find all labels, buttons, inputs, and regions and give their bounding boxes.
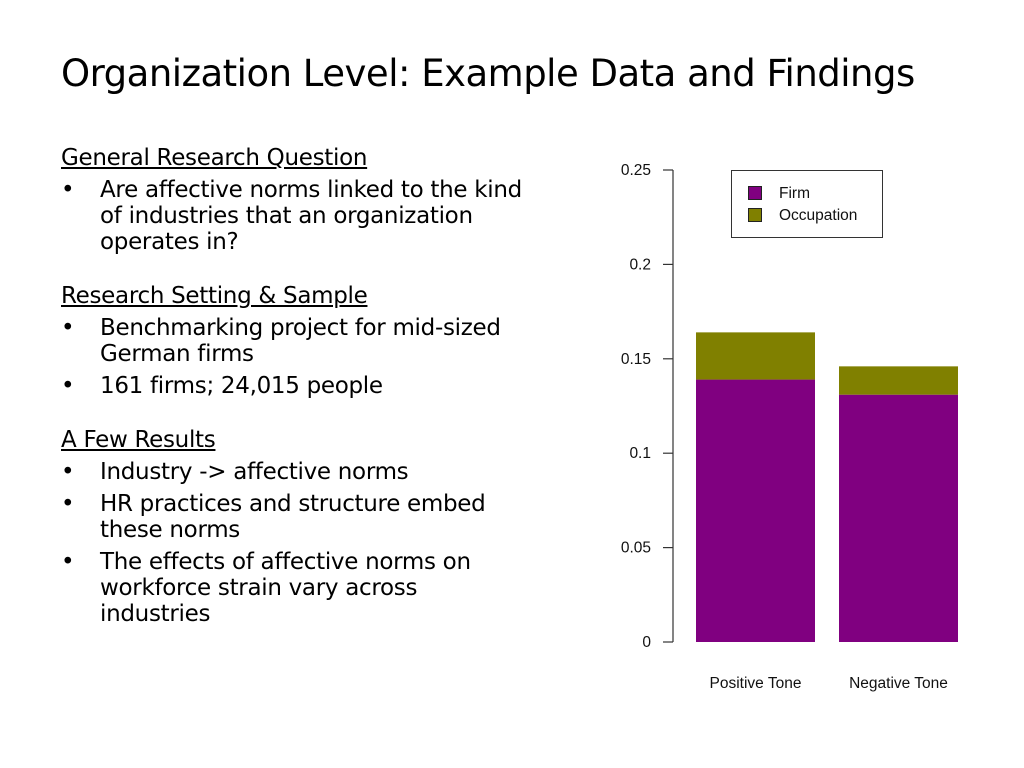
bar-segment-firm xyxy=(696,379,815,642)
legend-label: Firm xyxy=(779,185,810,202)
section-setting-sample: Research Setting & Sample Benchmarking p… xyxy=(61,281,531,399)
y-tick-label: 0.2 xyxy=(629,256,651,273)
y-tick-label: 0.25 xyxy=(621,162,651,179)
legend-label: Occupation xyxy=(779,207,857,224)
bullet: Industry -> affective norms xyxy=(61,459,531,485)
y-tick-label: 0.15 xyxy=(621,351,651,368)
bullet: HR practices and structure embed these n… xyxy=(61,491,531,543)
x-category-label: Positive Tone xyxy=(710,675,802,692)
bullet: Are affective norms linked to the kind o… xyxy=(61,177,531,255)
section-heading: General Research Question xyxy=(61,145,368,171)
bullet: 161 firms; 24,015 people xyxy=(61,373,531,399)
x-category-label: Negative Tone xyxy=(849,675,948,692)
legend-swatch xyxy=(748,186,762,200)
bar-segment-occupation xyxy=(839,366,958,395)
section-heading: Research Setting & Sample xyxy=(61,283,368,309)
y-tick-label: 0 xyxy=(642,634,651,651)
section-heading: A Few Results xyxy=(61,427,216,453)
section-results: A Few Results Industry -> affective norm… xyxy=(61,425,531,627)
bullet: Benchmarking project for mid-sized Germa… xyxy=(61,315,531,367)
y-tick-label: 0.05 xyxy=(621,540,651,557)
section-research-question: General Research Question Are affective … xyxy=(61,143,531,255)
bar-segment-firm xyxy=(839,394,958,642)
y-tick-label: 0.1 xyxy=(629,445,651,462)
bullet: The effects of affective norms on workfo… xyxy=(61,549,531,627)
legend-swatch xyxy=(748,208,762,222)
legend-box xyxy=(731,170,883,238)
slide-body: General Research Question Are affective … xyxy=(61,143,531,653)
bar-segment-occupation xyxy=(696,332,815,380)
slide-title: Organization Level: Example Data and Fin… xyxy=(61,52,915,95)
